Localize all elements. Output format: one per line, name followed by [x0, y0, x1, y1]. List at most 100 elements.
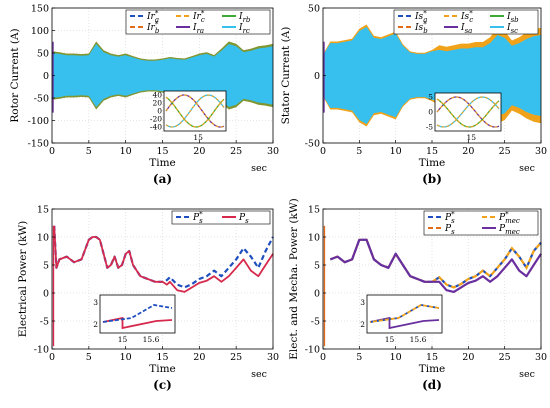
y-tick-label: 50 — [37, 49, 49, 60]
legend-label: Is* a — [414, 10, 427, 25]
x-tick-label: 0 — [320, 146, 326, 157]
inset-x-tick-label: 15 — [385, 335, 395, 344]
x-tick-label: 30 — [267, 352, 279, 363]
y-tick-label: 10 — [37, 233, 49, 244]
x-tick-label: 5 — [356, 352, 362, 363]
x-axis-label: Time — [149, 157, 176, 169]
inset-x-tick-label: 15 — [118, 335, 128, 344]
x-tick-label: 20 — [193, 352, 205, 363]
y-tick-label: 100 — [31, 26, 49, 37]
inset-wave-ref — [165, 94, 225, 128]
legend-label: Irc — [238, 23, 250, 35]
x-tick-label: 20 — [462, 146, 474, 157]
inset-wave-ref — [436, 98, 500, 128]
y-tick-label: -100 — [28, 116, 49, 127]
legend-box — [393, 9, 539, 35]
y-axis-label: Electrical Power (kW) — [17, 221, 29, 337]
legend-label: Ira — [192, 23, 204, 35]
inset-y-tick-label: 3 — [360, 298, 365, 307]
y-axis-label: Elect. and Mecha. Power (kW) — [288, 198, 300, 360]
inset-y-tick-label: 5 — [428, 93, 433, 102]
legend-label: P* mec — [498, 211, 520, 226]
x-axis-label: Time — [419, 157, 446, 169]
x-tick-label: 5 — [86, 146, 92, 157]
series-line-overlay — [329, 238, 542, 289]
inset-y-tick-label: 0 — [157, 107, 162, 116]
x-tick-label: 0 — [320, 352, 326, 363]
y-tick-label: -150 — [28, 139, 49, 150]
x-axis-unit: sec — [251, 163, 267, 174]
x-axis-unit: sec — [251, 369, 267, 380]
legend-label: Isb — [506, 12, 519, 24]
inset-x-tick-label: 15 — [193, 133, 203, 142]
inset-wave-ref — [436, 96, 500, 128]
y-tick-label: 10 — [308, 233, 320, 244]
y-tick-label: -5 — [40, 317, 49, 328]
x-tick-label: 15 — [156, 352, 168, 363]
inset-frame — [434, 92, 502, 132]
x-tick-label: 0 — [49, 146, 55, 157]
x-tick-label: 25 — [230, 352, 242, 363]
y-tick-label: 0 — [314, 289, 320, 300]
x-tick-label: 15 — [156, 146, 168, 157]
panel-caption: (b) — [422, 172, 442, 186]
x-tick-label: 0 — [49, 352, 55, 363]
x-tick-label: 25 — [499, 146, 511, 157]
x-axis-unit: sec — [519, 163, 535, 174]
y-tick-label: -50 — [305, 139, 320, 150]
series-line — [329, 238, 542, 293]
x-axis-unit: sec — [519, 369, 535, 380]
inset-series-reference2 — [369, 304, 440, 323]
y-tick-label: 0 — [43, 71, 49, 82]
inset-wave-ref — [436, 96, 500, 128]
y-tick-label: 50 — [308, 4, 320, 15]
inset-y-tick-label: 0 — [428, 108, 433, 117]
inset-wave-ref — [165, 96, 225, 128]
x-tick-label: 10 — [390, 352, 402, 363]
panel-caption: (a) — [153, 172, 172, 186]
x-tick-label: 20 — [462, 352, 474, 363]
y-tick-label: -5 — [311, 317, 320, 328]
x-tick-label: 30 — [267, 146, 279, 157]
inset-x-tick-label: 15 — [467, 133, 477, 142]
x-tick-label: 15 — [426, 146, 438, 157]
inset-y-tick-label: 2 — [360, 320, 365, 329]
x-tick-label: 25 — [230, 146, 242, 157]
panel-caption: (c) — [153, 378, 172, 392]
legend-label: Isc — [506, 23, 518, 35]
x-tick-label: 5 — [356, 146, 362, 157]
y-tick-label: -50 — [34, 94, 49, 105]
legend-label: Irb — [238, 12, 251, 24]
legend-label: Isa — [460, 23, 472, 35]
legend-label: Ps — [238, 213, 249, 225]
inset-frame — [163, 90, 227, 132]
y-tick-label: 15 — [37, 205, 49, 216]
inset-wave-ref — [165, 94, 225, 128]
legend-label: Ps — [444, 224, 455, 236]
x-tick-label: 20 — [193, 146, 205, 157]
legend-box — [125, 9, 271, 35]
legend-label: Is* c — [460, 10, 473, 25]
legend-label: Ir* c — [192, 10, 205, 25]
y-tick-label: 5 — [43, 261, 49, 272]
y-tick-label: 5 — [314, 261, 320, 272]
inset-y-tick-label: -5 — [426, 123, 434, 132]
y-tick-label: 150 — [31, 4, 49, 15]
x-tick-label: 30 — [535, 146, 547, 157]
legend-box — [171, 210, 271, 225]
series-line — [53, 225, 274, 293]
y-tick-label: -10 — [305, 345, 320, 356]
x-tick-label: 10 — [390, 146, 402, 157]
x-axis-label: Time — [149, 363, 176, 375]
legend-box — [423, 210, 539, 236]
legend-label: Is* b — [414, 21, 428, 36]
x-tick-label: 10 — [120, 146, 132, 157]
panel-caption: (d) — [422, 378, 442, 392]
y-axis-label: Stator Current (A) — [280, 27, 292, 125]
legend-label: Ir* a — [146, 10, 159, 25]
